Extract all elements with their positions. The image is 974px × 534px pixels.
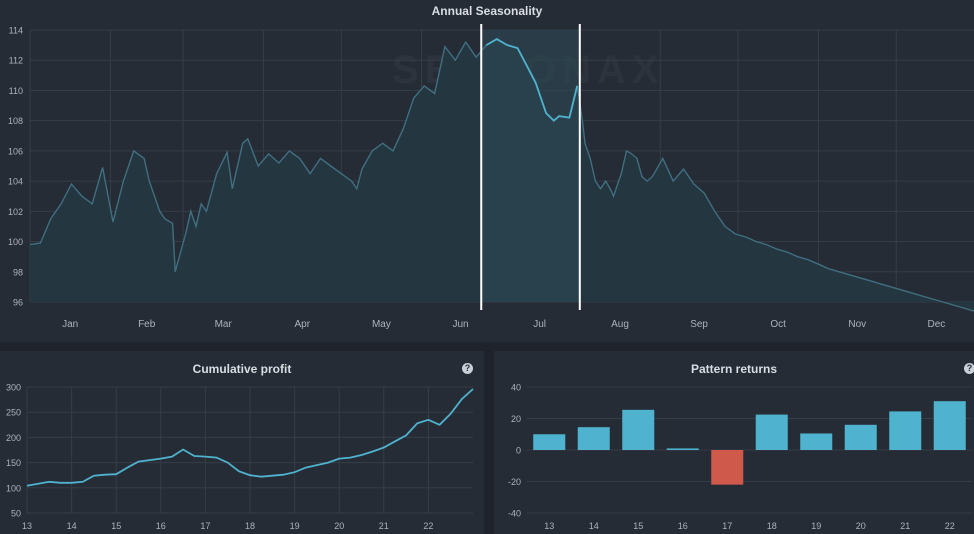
y-tick-label: 0 [516, 446, 521, 456]
x-tick-label: Aug [611, 319, 629, 330]
x-tick-label: 13 [544, 521, 554, 531]
highlight-area [481, 30, 580, 302]
x-tick-label: Jun [452, 319, 468, 330]
y-tick-label: 200 [6, 433, 21, 443]
x-tick-label: 14 [67, 521, 77, 531]
y-tick-label: 300 [6, 383, 21, 393]
bar-21 [889, 411, 922, 450]
x-tick-label: 16 [678, 521, 688, 531]
y-tick-label: 104 [8, 177, 23, 187]
x-tick-label: 18 [245, 521, 255, 531]
pattern-returns-chart[interactable]: -40 -20 0 20 40 13 14 15 16 17 18 19 20 21 22 [494, 351, 974, 534]
pattern-returns-title: Pattern returns [690, 362, 778, 376]
annual-seasonality-chart[interactable]: 96 98 100 102 104 106 108 110 112 114 Jan Feb Mar Apr… [0, 0, 974, 342]
y-tick-label: 250 [6, 408, 21, 418]
bar-20 [844, 424, 877, 450]
y-tick-label: 102 [8, 207, 23, 217]
x-tick-label: 22 [945, 521, 955, 531]
x-tick-label: 14 [589, 521, 599, 531]
x-tick-label: 19 [811, 521, 821, 531]
x-tick-label: 17 [722, 521, 732, 531]
bar-16 [666, 448, 699, 450]
x-tick-label: Feb [138, 319, 156, 330]
x-tick-label: 19 [290, 521, 300, 531]
help-icon[interactable]: ? [462, 363, 473, 374]
x-tick-label: 21 [900, 521, 910, 531]
x-tick-label: 21 [379, 521, 389, 531]
help-icon[interactable]: ? [964, 363, 974, 374]
y-tick-label: 20 [511, 414, 521, 424]
y-tick-label: 100 [6, 483, 21, 493]
y-tick-label: 108 [8, 116, 23, 126]
x-tick-label: Dec [927, 319, 945, 330]
annual-seasonality-title: Annual Seasonality [431, 4, 543, 18]
y-tick-label: 100 [8, 237, 23, 247]
annual-seasonality-panel: Annual Seasonality SEASONAX 969810010210… [0, 0, 974, 342]
highlighted-series-line [485, 38, 579, 122]
x-tick-label: Nov [848, 319, 866, 330]
y-tick-label: 114 [9, 26, 23, 36]
x-tick-label: 22 [423, 521, 433, 531]
cumulative-profit-title: Cumulative profit [192, 362, 292, 376]
x-tick-label: Oct [770, 319, 786, 330]
x-tick-label: 15 [633, 521, 643, 531]
bar-19 [800, 433, 833, 450]
y-tick-label: 98 [13, 267, 23, 277]
y-tick-label: 150 [6, 458, 21, 468]
cumulative-profit-chart[interactable]: 50 100 150 200 250 300 13 14 15 16 17 18 19 20 21 22 [0, 351, 484, 534]
bar-15 [622, 409, 655, 450]
x-tick-label: 13 [22, 521, 32, 531]
y-tick-label: 106 [8, 146, 23, 156]
bar-17 [711, 450, 744, 485]
x-tick-label: May [372, 319, 391, 330]
y-tick-label: -20 [508, 477, 521, 487]
x-tick-label: 20 [334, 521, 344, 531]
bar-14 [577, 427, 610, 450]
x-tick-label: 20 [856, 521, 866, 531]
bar-13 [533, 434, 566, 450]
y-tick-label: 112 [9, 56, 23, 66]
y-tick-label: -40 [508, 509, 521, 519]
bar-18 [755, 414, 788, 450]
bar-22 [933, 401, 966, 450]
y-tick-label: 96 [13, 298, 23, 308]
x-tick-label: Sep [690, 319, 708, 330]
x-tick-label: Apr [295, 319, 311, 330]
x-tick-label: 18 [767, 521, 777, 531]
y-tick-label: 110 [9, 86, 23, 96]
cumulative-profit-line [26, 388, 474, 487]
y-tick-label: 40 [511, 383, 521, 393]
x-tick-label: 17 [200, 521, 210, 531]
x-tick-label: Mar [215, 319, 233, 330]
x-tick-label: Jul [533, 319, 546, 330]
x-tick-label: 15 [111, 521, 121, 531]
y-tick-label: 50 [11, 509, 21, 519]
x-tick-label: Jan [62, 319, 78, 330]
pattern-returns-panel: Pattern returns ? -40 -20 0 20 40 13 14 15 16 17 1… [494, 351, 974, 534]
x-tick-label: 16 [156, 521, 166, 531]
cumulative-profit-panel: Cumulative profit ? 50 100 150 200 250 300 13 1… [0, 351, 484, 534]
